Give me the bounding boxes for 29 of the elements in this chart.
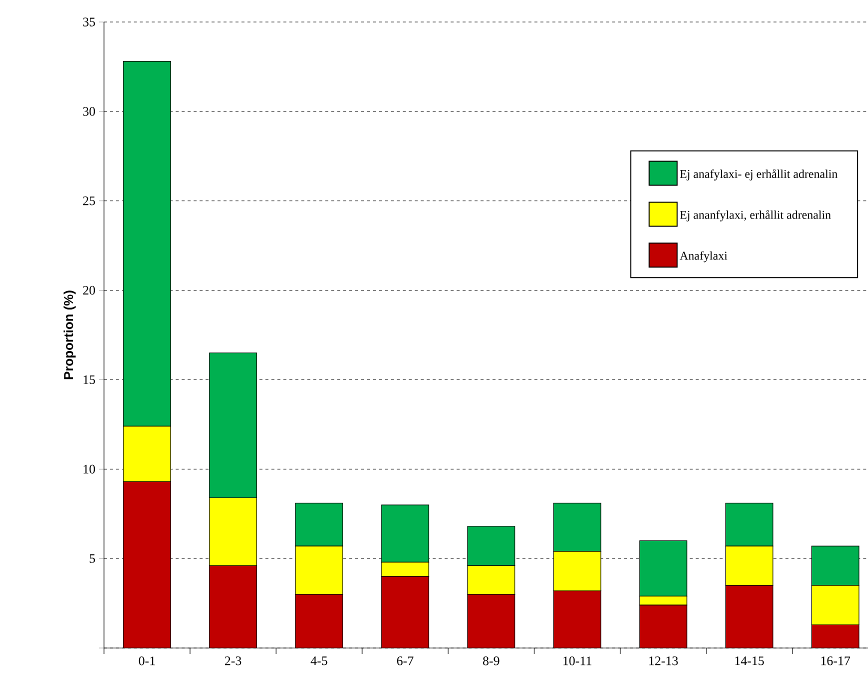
x-tick-label: 16-17 [821,656,850,666]
x-tick-label: 8-9 [483,656,500,666]
x-tick-label: 4-5 [310,656,328,666]
y-tick-label: 20 [83,286,96,295]
x-tick-label: 12-13 [649,656,678,666]
bar [123,482,171,648]
y-tick-label: 5 [90,554,95,563]
y-tick-label: 10 [84,464,96,474]
bar [295,594,343,648]
legend-label: Ej anafylaxi- ej erhållit adrenalin [680,169,838,180]
x-tick-label: 0-1 [138,656,155,666]
x-tick-label: 6-7 [397,656,414,666]
legend-label: Anafylaxi [680,251,728,262]
y-tick-label: 25 [83,196,95,206]
legend-label: Ej ananfylaxi, erhållit adrenalin [680,210,831,222]
bar [554,590,601,648]
y-axis-title: Proportion (%) [64,290,76,380]
bar [811,624,860,648]
y-tick-label: 35 [83,18,95,26]
bar [381,576,429,648]
bar [209,566,257,648]
x-tick-label: 2-3 [224,656,242,666]
bar [468,594,515,648]
y-tick-label: 30 [83,107,96,116]
bar [726,585,773,648]
x-tick-label: 14-15 [735,656,764,666]
y-tick-label: 15 [84,375,95,384]
bar [640,605,687,648]
x-tick-label: 10-11 [563,656,592,666]
